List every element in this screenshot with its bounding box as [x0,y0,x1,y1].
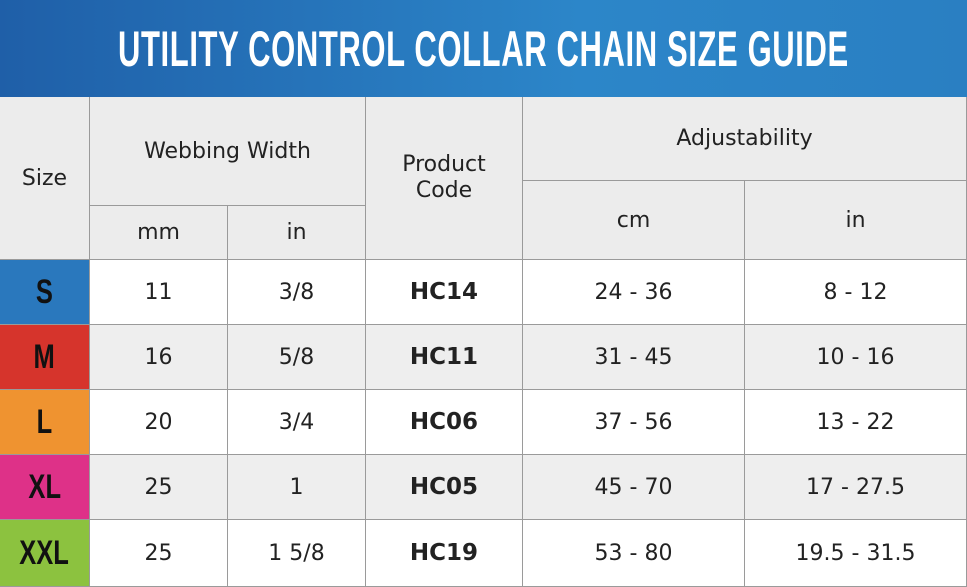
size-cell: XL [0,455,90,520]
product-code: HC06 [366,390,523,455]
table-cell: 53 - 80 [523,520,745,587]
table-cell: 8 - 12 [745,260,967,325]
table-cell: 31 - 45 [523,325,745,390]
header-mm: mm [90,206,228,260]
table-cell-text: 10 - 16 [816,344,895,370]
table-cell: 19.5 - 31.5 [745,520,967,587]
product-code-text: HC05 [409,474,479,500]
header-webbing-text: Webbing Width [144,138,311,164]
product-code: HC05 [366,455,523,520]
table-cell-text: 8 - 12 [823,279,888,305]
header-adjustability-text: Adjustability [676,126,813,151]
table-cell: 20 [90,390,228,455]
table-cell-text: 11 [144,279,173,305]
table-cell: 45 - 70 [523,455,745,520]
header-in-text: in [286,220,307,245]
product-code: HC14 [366,260,523,325]
table-cell-text: 1 [289,474,304,500]
table-cell-text: 13 - 22 [816,409,895,435]
header-webbing: Webbing Width [90,97,366,206]
size-cell-text: S [35,272,54,311]
product-code: HC19 [366,520,523,587]
header-adj-in-text: in [845,207,866,233]
table-cell: 24 - 36 [523,260,745,325]
table-cell-text: 24 - 36 [594,279,673,305]
size-cell: S [0,260,90,325]
table-cell: 25 [90,520,228,587]
size-cell: L [0,390,90,455]
table-cell: 16 [90,325,228,390]
table-cell: 13 - 22 [745,390,967,455]
title-banner: UTILITY CONTROL COLLAR CHAIN SIZE GUIDE [0,0,967,97]
table-cell-text: 45 - 70 [594,474,673,500]
table-cell: 5/8 [228,325,366,390]
table-cell-text: 25 [144,540,173,566]
size-cell-text: L [36,402,53,441]
table-cell-text: 1 5/8 [268,540,325,566]
header-adj-in: in [745,181,967,260]
table-cell-text: 20 [144,409,173,435]
table-cell: 11 [90,260,228,325]
size-cell-text: XXL [19,533,70,572]
title: UTILITY CONTROL COLLAR CHAIN SIZE GUIDE [118,20,849,77]
header-adjustability: Adjustability [523,97,967,181]
product-code-text: HC19 [409,540,479,566]
table-cell-text: 53 - 80 [594,540,673,566]
product-code-text: HC11 [409,344,479,370]
table-cell-text: 37 - 56 [594,409,673,435]
header-product-code-text: Product Code [402,152,486,203]
table-cell: 37 - 56 [523,390,745,455]
product-code-text: HC06 [409,409,479,435]
header-cm: cm [523,181,745,260]
table-cell-text: 19.5 - 31.5 [795,540,916,566]
table-cell-text: 17 - 27.5 [806,474,905,500]
table-cell: 1 [228,455,366,520]
table-cell: 3/8 [228,260,366,325]
header-in: in [228,206,366,260]
table-cell: 1 5/8 [228,520,366,587]
size-cell: XXL [0,520,90,587]
table-cell: 17 - 27.5 [745,455,967,520]
table-cell: 10 - 16 [745,325,967,390]
table-cell-text: 5/8 [278,344,315,370]
table-cell-text: 3/8 [278,279,315,305]
product-code: HC11 [366,325,523,390]
size-cell: M [0,325,90,390]
header-size-text: Size [21,165,68,191]
table-cell: 3/4 [228,390,366,455]
header-product-code: Product Code [366,97,523,260]
table-cell-text: 3/4 [278,409,315,435]
product-code-text: HC14 [409,279,479,305]
table-cell: 25 [90,455,228,520]
table-cell-text: 25 [144,474,173,500]
header-mm-text: mm [137,220,180,245]
size-cell-text: M [33,337,56,376]
header-size: Size [0,97,90,260]
size-cell-text: XL [28,467,61,506]
table-cell-text: 31 - 45 [594,344,673,370]
table-cell-text: 16 [144,344,173,370]
header-cm-text: cm [616,207,651,233]
